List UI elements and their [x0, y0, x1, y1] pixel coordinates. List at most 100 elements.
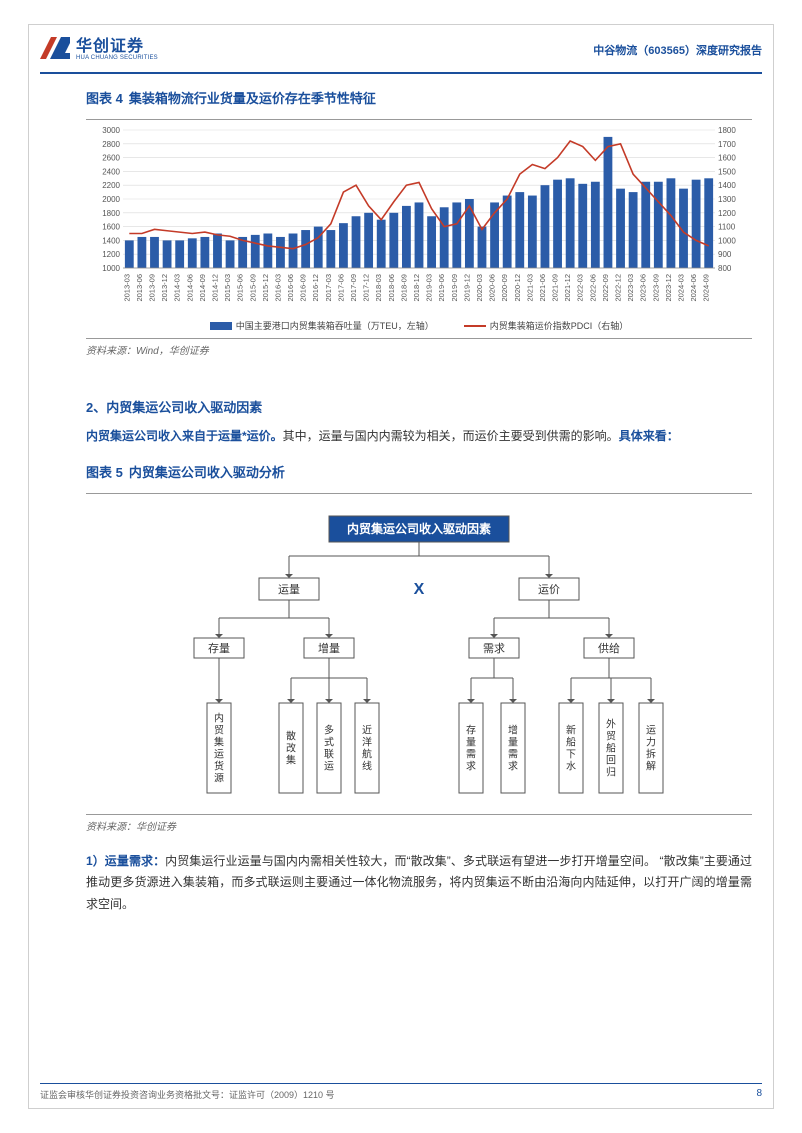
svg-text:2013-03: 2013-03: [122, 274, 131, 302]
chart5-title-text: 内贸集运公司收入驱动分析: [129, 465, 285, 480]
svg-text:运量: 运量: [278, 582, 300, 595]
svg-text:1400: 1400: [718, 181, 736, 190]
svg-text:近: 近: [362, 723, 372, 736]
page-content: 图表 4集装箱物流行业货量及运价存在季节性特征 1000 1200 1400 1600…: [86, 88, 752, 915]
svg-text:运: 运: [324, 760, 334, 772]
svg-text:2022-03: 2022-03: [576, 274, 585, 302]
svg-text:式: 式: [324, 735, 334, 748]
svg-text:洋: 洋: [362, 735, 372, 748]
svg-text:1100: 1100: [718, 223, 736, 232]
svg-text:需: 需: [466, 748, 476, 760]
svg-text:外: 外: [606, 718, 616, 730]
svg-text:增: 增: [508, 723, 518, 736]
page-footer: 证监会审核华创证券投资咨询业务资格批文号：证监许可（2009）1210 号 8: [40, 1083, 762, 1101]
section2-heading: 2、内贸集运公司收入驱动因素: [86, 397, 752, 416]
svg-text:存量: 存量: [208, 640, 230, 654]
svg-text:航: 航: [362, 747, 372, 760]
chart4-legend: 中国主要港口内贸集装箱吞吐量（万TEU，左轴） 内贸集装箱运价指数PDCI（右轴…: [86, 319, 752, 332]
svg-text:2021-12: 2021-12: [563, 274, 572, 302]
logo-block: 华创证券 HUA CHUANG SECURITIES: [40, 37, 158, 63]
footer-page-number: 8: [756, 1088, 762, 1101]
para1-body: 内贸集运行业运量与国内内需相关性较大，而“散改集”、多式联运有望进一步打开增量空…: [86, 854, 752, 911]
svg-text:1600: 1600: [102, 223, 120, 232]
svg-text:运: 运: [646, 724, 656, 736]
svg-text:2013-06: 2013-06: [135, 274, 144, 302]
svg-text:多: 多: [324, 723, 334, 736]
line-swatch-icon: [464, 325, 486, 327]
svg-text:2017-09: 2017-09: [349, 274, 358, 302]
svg-text:1000: 1000: [102, 264, 120, 273]
svg-text:900: 900: [718, 250, 732, 259]
svg-text:下: 下: [566, 749, 576, 760]
svg-text:线: 线: [362, 759, 372, 772]
para1-lead: 1）运量需求：: [86, 854, 165, 868]
svg-text:求: 求: [508, 760, 518, 772]
svg-text:散: 散: [286, 729, 296, 742]
svg-text:2014-12: 2014-12: [210, 274, 219, 302]
svg-text:2017-06: 2017-06: [336, 274, 345, 302]
svg-text:2016-06: 2016-06: [286, 274, 295, 302]
svg-text:解: 解: [646, 759, 656, 772]
svg-text:1200: 1200: [718, 209, 736, 218]
svg-text:集: 集: [214, 735, 224, 748]
svg-text:源: 源: [214, 771, 224, 784]
svg-text:船: 船: [606, 741, 616, 754]
chart5-container: 内贸集运公司收入驱动因素运量运价X存量增量需求供给内贸集运货源散改集多式联运近洋…: [86, 493, 752, 808]
svg-text:2016-03: 2016-03: [273, 274, 282, 302]
svg-text:2200: 2200: [102, 181, 120, 190]
svg-text:1800: 1800: [102, 209, 120, 218]
svg-text:改: 改: [286, 741, 296, 754]
svg-text:2022-09: 2022-09: [601, 274, 610, 302]
svg-text:1200: 1200: [102, 250, 120, 259]
svg-text:2400: 2400: [102, 167, 120, 176]
svg-text:2024-06: 2024-06: [689, 274, 698, 302]
svg-text:量: 量: [508, 736, 518, 748]
bar-swatch-icon: [210, 322, 232, 330]
svg-text:求: 求: [466, 760, 476, 772]
svg-text:归: 归: [606, 765, 616, 778]
svg-text:2022-12: 2022-12: [614, 274, 623, 302]
chart4-container: 1000120014001600180020002200240026002800…: [86, 119, 752, 357]
legend-line: 内贸集装箱运价指数PDCI（右轴）: [464, 319, 629, 332]
chart5-title-prefix: 图表 5: [86, 465, 123, 480]
svg-text:2013-12: 2013-12: [160, 274, 169, 302]
svg-text:拆: 拆: [646, 747, 656, 760]
svg-text:集: 集: [286, 753, 296, 766]
svg-text:2020-09: 2020-09: [500, 274, 509, 302]
svg-text:2015-03: 2015-03: [223, 274, 232, 302]
svg-text:联: 联: [324, 748, 334, 760]
svg-text:2017-12: 2017-12: [362, 274, 371, 302]
huachuang-logo-icon: [40, 37, 70, 63]
svg-text:2016-09: 2016-09: [299, 274, 308, 302]
svg-text:2020-03: 2020-03: [475, 274, 484, 302]
svg-text:2013-09: 2013-09: [147, 274, 156, 302]
svg-text:增量: 增量: [318, 640, 340, 654]
svg-text:船: 船: [566, 735, 576, 748]
chart4-title: 图表 4集装箱物流行业货量及运价存在季节性特征: [86, 88, 752, 107]
svg-text:水: 水: [566, 760, 576, 772]
svg-text:2017-03: 2017-03: [324, 274, 333, 302]
svg-text:1700: 1700: [718, 140, 736, 149]
legend-bar-label: 中国主要港口内贸集装箱吞吐量（万TEU，左轴）: [236, 319, 434, 332]
page-header: 华创证券 HUA CHUANG SECURITIES 中谷物流（603565）深…: [40, 34, 762, 74]
svg-text:2021-06: 2021-06: [538, 274, 547, 302]
svg-text:1600: 1600: [718, 154, 736, 163]
svg-text:X: X: [414, 581, 425, 598]
svg-text:内: 内: [214, 711, 224, 724]
svg-text:2015-12: 2015-12: [261, 274, 270, 302]
svg-text:2021-09: 2021-09: [551, 274, 560, 302]
svg-text:运: 运: [214, 748, 224, 760]
svg-text:1500: 1500: [718, 167, 736, 176]
svg-text:2023-09: 2023-09: [651, 274, 660, 302]
section2-para: 内贸集运公司收入来自于运量*运价。其中，运量与国内内需较为相关，而运价主要受到供…: [86, 426, 752, 448]
svg-text:2018-12: 2018-12: [412, 274, 421, 302]
chart5-title: 图表 5 内贸集运公司收入驱动分析: [86, 462, 752, 481]
svg-text:2014-06: 2014-06: [185, 274, 194, 302]
svg-text:2023-03: 2023-03: [626, 274, 635, 302]
para-rest1: 其中，运量与国内内需较为相关，而运价主要受到供需的影响。: [283, 429, 619, 443]
footer-left: 证监会审核华创证券投资咨询业务资格批文号：证监许可（2009）1210 号: [40, 1088, 335, 1101]
svg-text:1800: 1800: [718, 126, 736, 135]
svg-text:需: 需: [508, 748, 518, 760]
svg-text:运价: 运价: [538, 582, 560, 595]
svg-text:2019-12: 2019-12: [462, 274, 471, 302]
